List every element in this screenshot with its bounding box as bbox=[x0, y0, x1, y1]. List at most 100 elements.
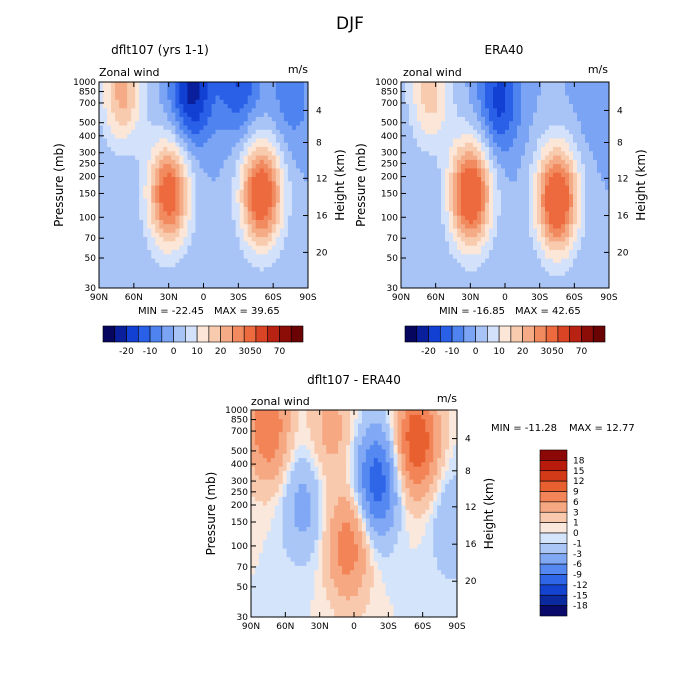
heatmap-cell bbox=[485, 124, 490, 130]
heatmap-cell bbox=[465, 193, 470, 199]
heatmap-cell bbox=[485, 180, 490, 186]
heatmap-cell bbox=[585, 180, 590, 186]
heatmap-cell bbox=[251, 172, 257, 178]
heatmap-cell bbox=[409, 142, 414, 147]
heatmap-cell bbox=[417, 253, 422, 259]
heatmap-cell bbox=[505, 137, 510, 143]
heatmap-cell bbox=[597, 176, 602, 182]
heatmap-cell bbox=[303, 120, 308, 126]
heatmap-cell bbox=[283, 167, 289, 173]
heatmap-cell bbox=[409, 257, 414, 263]
heatmap-cell bbox=[429, 270, 434, 276]
heatmap-cell bbox=[517, 245, 522, 250]
heatmap-cell bbox=[593, 120, 598, 126]
heatmap-cell bbox=[513, 223, 518, 229]
heatmap-cell bbox=[453, 112, 458, 117]
heatmap-cell bbox=[287, 90, 293, 96]
heatmap-cell bbox=[183, 185, 189, 190]
heatmap-cell bbox=[425, 270, 430, 276]
heatmap-cell bbox=[287, 137, 293, 143]
heatmap-cell bbox=[143, 82, 148, 87]
heatmap-cell bbox=[211, 232, 217, 238]
heatmap-cell bbox=[445, 103, 450, 109]
heatmap-cell bbox=[203, 167, 209, 173]
heatmap-cell bbox=[179, 202, 185, 208]
heatmap-cell bbox=[409, 227, 414, 233]
heatmap-cell bbox=[585, 90, 590, 96]
heatmap-cell bbox=[537, 240, 542, 246]
heatmap-cell bbox=[163, 223, 168, 229]
heatmap-cell bbox=[139, 232, 144, 238]
heatmap-cell bbox=[489, 129, 494, 135]
heatmap-cell bbox=[215, 107, 221, 113]
heatmap-cell bbox=[457, 103, 462, 109]
heatmap-cell bbox=[529, 116, 534, 122]
heatmap-cell bbox=[561, 146, 566, 152]
heatmap-cell bbox=[525, 163, 530, 169]
heatmap-cell bbox=[481, 146, 486, 152]
heatmap-cell bbox=[235, 245, 241, 250]
heatmap-cell bbox=[299, 172, 305, 178]
heatmap-cell bbox=[465, 133, 470, 139]
heatmap-cell bbox=[247, 167, 253, 173]
heatmap-cell bbox=[123, 236, 128, 242]
heatmap-cell bbox=[207, 189, 213, 195]
heatmap-cell bbox=[99, 94, 104, 100]
heatmap-cell bbox=[577, 154, 582, 160]
heatmap-cell bbox=[195, 210, 201, 216]
heatmap-cell bbox=[243, 210, 249, 216]
heatmap-cell bbox=[589, 236, 594, 242]
heatmap-cell bbox=[171, 146, 176, 152]
heatmap-cell bbox=[151, 219, 156, 225]
heatmap-cell bbox=[509, 219, 514, 225]
heatmap-cell bbox=[179, 215, 185, 220]
heatmap-cell bbox=[123, 202, 128, 208]
heatmap-cell bbox=[103, 137, 108, 143]
heatmap-cell bbox=[517, 223, 522, 229]
heatmap-cell bbox=[235, 227, 241, 233]
heatmap-cell bbox=[549, 227, 554, 233]
heatmap-cell bbox=[529, 202, 534, 208]
heatmap-cell bbox=[299, 154, 305, 160]
heatmap-cell bbox=[425, 275, 430, 281]
heatmap-cell bbox=[131, 112, 136, 117]
heatmap-cell bbox=[465, 223, 470, 229]
heatmap-cell bbox=[441, 210, 446, 216]
heatmap-cell bbox=[215, 249, 221, 255]
heatmap-cell bbox=[569, 167, 574, 173]
heatmap-cell bbox=[417, 120, 422, 126]
heatmap-cell bbox=[155, 120, 160, 126]
heatmap-cell bbox=[119, 283, 124, 288]
heatmap-cell bbox=[199, 197, 205, 203]
heatmap-cell bbox=[449, 215, 454, 220]
heatmap-cell bbox=[401, 232, 406, 238]
heatmap-cell bbox=[485, 279, 490, 285]
heatmap-cell bbox=[553, 257, 558, 263]
heatmap-cell bbox=[453, 262, 458, 268]
heatmap-cell bbox=[445, 176, 450, 182]
heatmap-cell bbox=[279, 262, 285, 268]
heatmap-cell bbox=[445, 137, 450, 143]
heatmap-cell bbox=[445, 86, 450, 92]
heatmap-cell bbox=[497, 240, 502, 246]
heatmap-cell bbox=[417, 176, 422, 182]
heatmap-cell bbox=[151, 257, 156, 263]
heatmap-cell bbox=[453, 283, 458, 288]
heatmap-cell bbox=[581, 90, 586, 96]
heatmap-cell bbox=[107, 172, 112, 178]
heatmap-cell bbox=[99, 99, 104, 105]
heatmap-cell bbox=[489, 210, 494, 216]
heatmap-cell bbox=[227, 146, 233, 152]
heatmap-cell bbox=[481, 107, 486, 113]
heatmap-cell bbox=[295, 172, 301, 178]
heatmap-cell bbox=[131, 137, 136, 143]
heatmap-cell bbox=[437, 180, 442, 186]
heatmap-cell bbox=[259, 236, 265, 242]
heatmap-cell bbox=[409, 116, 414, 122]
heatmap-cell bbox=[159, 210, 164, 216]
heatmap-cell bbox=[493, 275, 498, 281]
heatmap-cell bbox=[115, 116, 120, 122]
heatmap-cell bbox=[291, 172, 297, 178]
heatmap-cell bbox=[119, 176, 124, 182]
heatmap-cell bbox=[179, 107, 185, 113]
